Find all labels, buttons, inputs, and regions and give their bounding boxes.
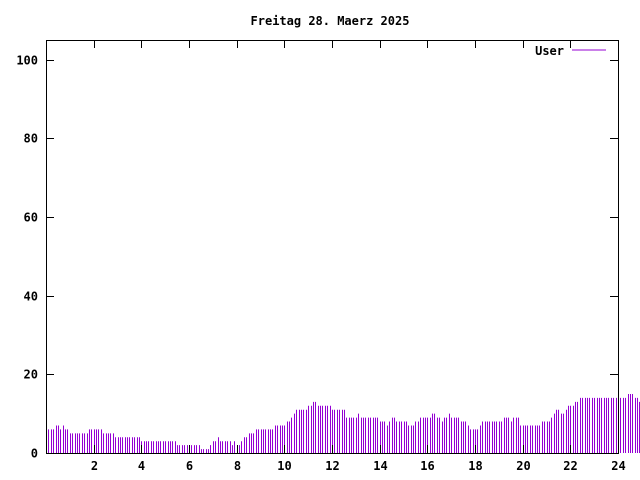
x-tick-label: 18 [468,459,482,473]
x-tick-label: 24 [611,459,625,473]
y-tick-label: 60 [24,211,38,225]
x-tick-label: 14 [373,459,387,473]
legend-label: User [535,44,564,58]
x-tick-label: 16 [420,459,434,473]
x-tick-label: 20 [516,459,530,473]
x-tick-label: 6 [186,459,193,473]
y-tick-label: 100 [16,54,38,68]
x-tick-label: 22 [563,459,577,473]
x-tick-label: 8 [234,459,241,473]
x-tick-label: 12 [325,459,339,473]
y-tick-label: 40 [24,290,38,304]
x-tick-label: 2 [91,459,98,473]
chart-title: Freitag 28. Maerz 2025 [251,14,410,28]
y-tick-label: 0 [31,447,38,461]
x-tick-label: 4 [138,459,145,473]
y-tick-label: 80 [24,132,38,146]
y-tick-label: 20 [24,368,38,382]
x-tick-label: 10 [277,459,291,473]
legend: User [535,44,606,58]
